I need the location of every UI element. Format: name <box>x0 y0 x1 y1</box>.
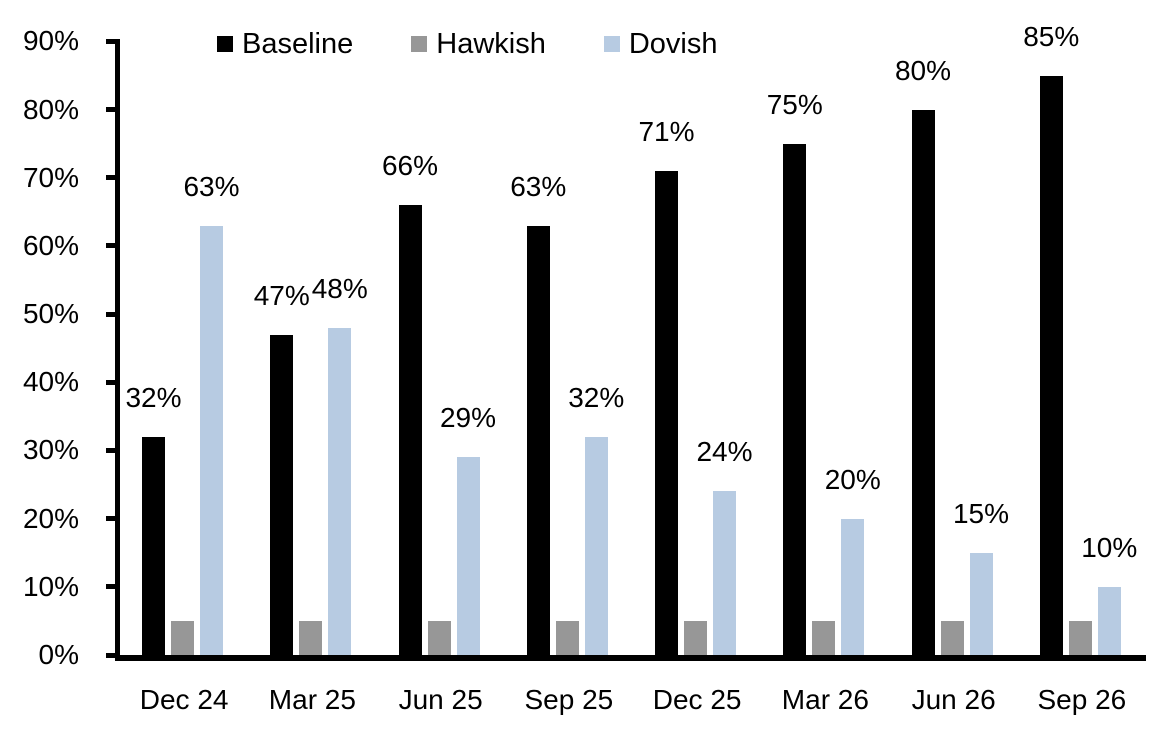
bar-baseline-jun-26 <box>911 109 935 655</box>
bar-hawkish-dec-24 <box>171 620 194 655</box>
x-axis-tick-label: Jun 25 <box>398 684 483 715</box>
y-axis-tick-label: 0% <box>38 639 79 670</box>
x-axis-tick-label: Mar 26 <box>781 684 869 715</box>
y-axis-tick <box>106 516 120 522</box>
y-axis-tick <box>106 584 120 590</box>
legend-label: Hawkish <box>436 28 546 60</box>
data-label: 48% <box>311 272 368 304</box>
y-axis-tick-label: 70% <box>22 161 79 193</box>
bar-dovish-sep-26 <box>1097 586 1121 655</box>
y-axis-tick <box>106 379 120 385</box>
y-axis-tick-label: 80% <box>22 93 79 125</box>
bar-dovish-mar-25 <box>328 327 352 655</box>
y-axis-tick-label: 10% <box>22 570 79 602</box>
x-axis-tick-label: Mar 25 <box>268 684 356 715</box>
y-axis-tick-label: 60% <box>22 229 79 261</box>
data-label: 32% <box>568 381 625 413</box>
legend-swatch-icon <box>603 36 620 52</box>
legend-item-dovish: Dovish <box>603 28 718 60</box>
bar-hawkish-sep-26 <box>1068 620 1092 655</box>
chart-legend: Baseline Hawkish Dovish <box>217 28 718 60</box>
x-axis-tick-label: Sep 25 <box>524 684 614 715</box>
bar-dovish-dec-25 <box>713 491 736 655</box>
bar-baseline-mar-25 <box>270 334 294 655</box>
data-label: 32% <box>125 381 182 413</box>
bar-dovish-dec-24 <box>200 225 223 655</box>
y-axis-tick-label: 40% <box>22 366 79 398</box>
x-axis-tick-label: Jun 26 <box>911 684 996 715</box>
legend-swatch-icon <box>217 36 233 52</box>
bar-baseline-dec-24 <box>142 436 165 655</box>
data-label: 63% <box>183 170 240 202</box>
y-axis-line <box>115 39 120 661</box>
y-axis-tick-label: 90% <box>22 25 79 57</box>
legend-item-baseline: Baseline <box>217 28 353 60</box>
data-label: 75% <box>766 88 823 120</box>
bar-baseline-dec-25 <box>655 170 678 655</box>
data-label: 85% <box>1023 20 1080 52</box>
data-label: 66% <box>381 150 439 182</box>
bar-baseline-mar-26 <box>783 143 807 655</box>
y-axis-tick <box>106 243 120 249</box>
legend-swatch-icon <box>411 36 428 52</box>
data-label: 24% <box>696 436 753 468</box>
bar-baseline-sep-26 <box>1039 75 1063 655</box>
bar-dovish-sep-25 <box>584 436 608 655</box>
data-label: 29% <box>439 402 497 434</box>
data-label: 15% <box>952 497 1010 529</box>
bar-baseline-jun-25 <box>398 205 422 655</box>
data-label: 71% <box>638 115 695 147</box>
x-axis-tick-label: Dec 25 <box>652 684 742 715</box>
legend-label: Dovish <box>628 28 718 60</box>
y-axis-tick <box>106 107 120 113</box>
x-axis-tick-label: Sep 26 <box>1037 684 1127 715</box>
data-label: 47% <box>253 279 310 311</box>
y-axis-tick-label: 50% <box>22 298 79 330</box>
data-label: 10% <box>1081 531 1138 563</box>
data-label: 20% <box>824 463 881 495</box>
bar-dovish-mar-26 <box>841 518 865 655</box>
y-axis-tick <box>106 175 120 181</box>
y-axis-tick <box>106 311 120 317</box>
bar-hawkish-sep-25 <box>555 620 579 655</box>
bar-hawkish-dec-25 <box>684 620 707 655</box>
y-axis-tick-label: 30% <box>22 434 79 466</box>
legend-item-hawkish: Hawkish <box>411 28 546 60</box>
bar-dovish-jun-25 <box>456 457 480 655</box>
x-axis-line <box>115 655 1146 661</box>
bar-baseline-sep-25 <box>526 225 550 655</box>
bar-hawkish-mar-25 <box>299 620 323 655</box>
y-axis-tick <box>106 38 120 44</box>
y-axis-tick-label: 20% <box>22 502 79 534</box>
data-label: 80% <box>894 54 952 86</box>
y-axis-tick <box>106 447 120 453</box>
bar-hawkish-jun-26 <box>940 620 964 655</box>
bar-dovish-jun-26 <box>969 552 993 655</box>
legend-label: Baseline <box>242 28 354 60</box>
x-axis-tick-label: Dec 24 <box>139 684 229 715</box>
bar-hawkish-jun-25 <box>427 620 451 655</box>
y-axis-tick <box>106 652 120 658</box>
bar-hawkish-mar-26 <box>812 620 836 655</box>
data-label: 63% <box>510 170 567 202</box>
